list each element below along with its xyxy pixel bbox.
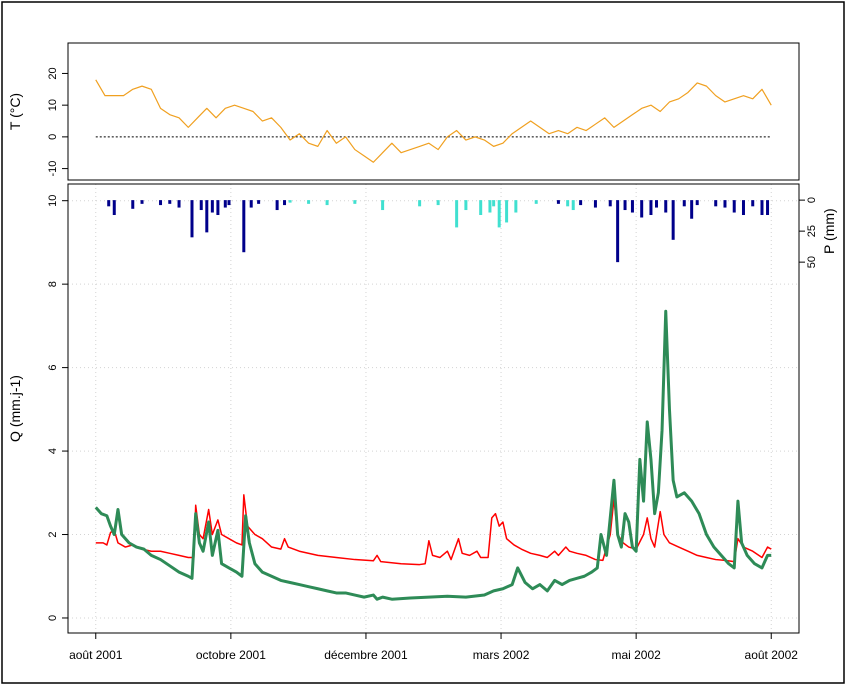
precip-bar <box>630 200 634 213</box>
y2-tick-label: 25 <box>806 225 818 237</box>
precip-bar <box>741 200 745 216</box>
precip-bar <box>353 200 357 204</box>
precip-bar <box>571 200 575 211</box>
precip-bar <box>732 200 736 213</box>
precip-bar <box>140 200 144 204</box>
precip-bar <box>177 200 181 208</box>
precip-bar <box>714 200 718 207</box>
precip-bar <box>249 200 253 208</box>
precip-bar <box>488 200 492 213</box>
x-tick-label: mai 2002 <box>611 648 661 662</box>
series-line <box>95 494 772 566</box>
y-tick-label: 6 <box>47 365 59 371</box>
x-tick-label: août 2002 <box>745 648 799 662</box>
x-tick-label: août 2001 <box>69 648 123 662</box>
y-tick-label: 0 <box>47 615 59 621</box>
precip-bar <box>640 200 644 218</box>
precip-bar <box>664 200 668 213</box>
precip-bar <box>436 200 440 206</box>
precip-bar <box>131 200 135 209</box>
precip-bar <box>766 200 770 216</box>
y-tick-label: 8 <box>47 281 59 287</box>
precip-bar <box>579 200 583 206</box>
y-tick-label: 4 <box>47 448 59 454</box>
precip-bar <box>381 200 385 211</box>
y-axis-label: T (°C) <box>7 93 23 130</box>
series-line <box>94 309 772 601</box>
precip-bar <box>168 200 172 204</box>
precip-bar <box>242 200 246 253</box>
precip-bar <box>159 200 163 206</box>
precip-bar <box>205 200 209 233</box>
precip-bar <box>479 200 483 216</box>
precip-bar <box>112 200 116 216</box>
y-tick-label: -10 <box>47 161 59 177</box>
y2-tick-label: 50 <box>806 256 818 268</box>
series-line <box>95 79 772 163</box>
precip-bar <box>593 200 597 208</box>
precip-bar <box>649 200 653 216</box>
precip-bar <box>671 200 675 240</box>
precip-bar <box>751 200 755 207</box>
precip-bar <box>534 200 538 204</box>
plot-frame <box>67 42 800 181</box>
precip-bar <box>690 200 694 219</box>
precip-bar <box>199 200 203 211</box>
precip-bar <box>210 200 214 213</box>
precip-bar <box>616 200 620 263</box>
precip-bar <box>655 200 659 208</box>
precip-bar <box>623 200 627 211</box>
y-tick-label: 10 <box>47 195 59 207</box>
plot-frame <box>67 183 800 634</box>
precip-bar <box>275 200 279 211</box>
precip-bar <box>455 200 459 228</box>
precip-bar <box>216 200 220 216</box>
y2-axis-label: P (mm) <box>821 208 837 254</box>
precip-bar <box>307 200 311 204</box>
y-tick-label: 10 <box>47 99 59 111</box>
precip-bar <box>418 200 422 207</box>
precip-bar <box>566 200 570 207</box>
precip-bar <box>492 200 496 207</box>
precip-bar <box>283 200 287 206</box>
precip-bar <box>505 200 509 223</box>
precip-bar <box>464 200 468 211</box>
precip-bar <box>556 200 560 204</box>
x-tick-label: décembre 2001 <box>324 648 408 662</box>
y-tick-label: 2 <box>47 531 59 537</box>
x-tick-label: mars 2002 <box>473 648 530 662</box>
precip-bar <box>514 200 518 213</box>
precip-bar <box>223 200 227 208</box>
y-axis-label: Q (mm.j-1) <box>7 375 23 442</box>
precip-bar <box>608 200 612 207</box>
y-tick-label: 0 <box>47 134 59 140</box>
y-tick-label: 20 <box>47 67 59 79</box>
precip-bar <box>190 200 194 238</box>
precip-bar <box>497 200 501 228</box>
precip-bar <box>760 200 764 216</box>
x-tick-label: octobre 2001 <box>196 648 266 662</box>
y2-tick-label: 0 <box>806 197 818 203</box>
precip-bar <box>682 200 686 207</box>
precip-bar <box>107 200 111 207</box>
precip-bar <box>723 200 727 208</box>
precip-bar <box>695 200 699 206</box>
precip-bar <box>227 200 231 206</box>
precip-bar <box>288 200 292 203</box>
precip-bar <box>325 200 329 206</box>
precip-bar <box>257 200 261 204</box>
